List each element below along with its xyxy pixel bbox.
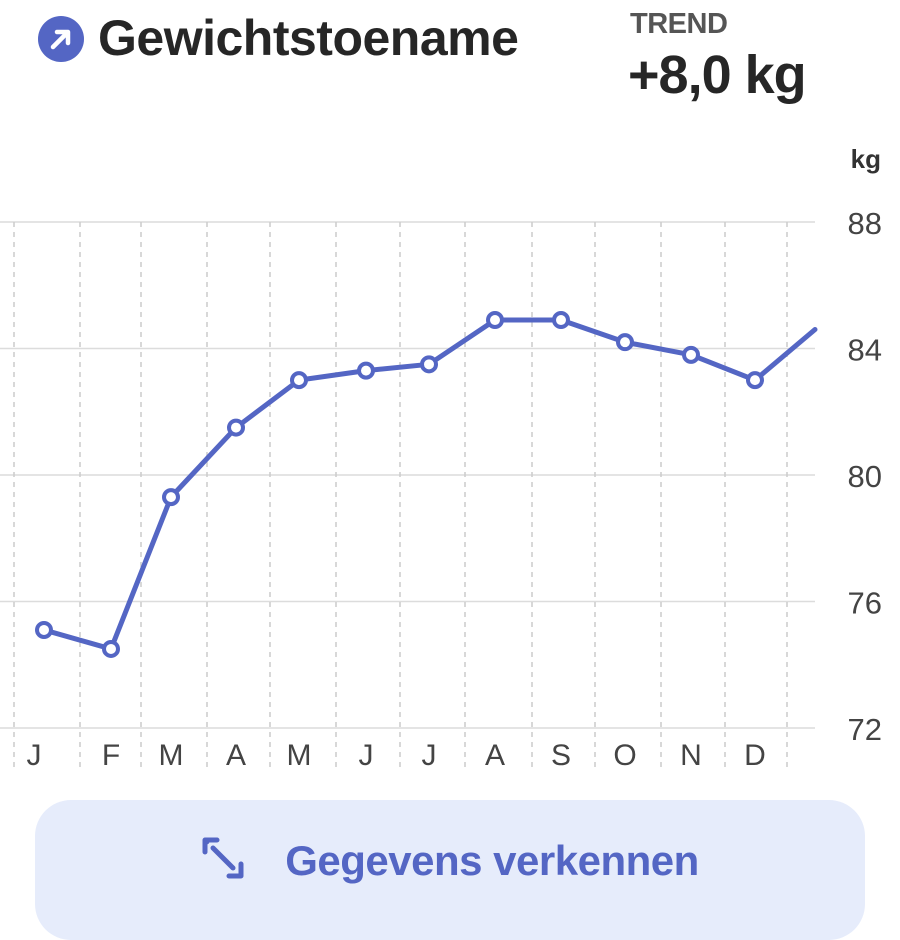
data-point	[746, 371, 764, 390]
x-tick-label: N	[680, 739, 702, 772]
trend-value: +8,0 kg	[628, 45, 807, 105]
x-tick-label: M	[287, 739, 312, 772]
x-tick-label: O	[613, 739, 636, 772]
trend-label: TREND	[630, 8, 728, 40]
x-tick-label: J	[359, 739, 374, 772]
x-tick-label: M	[159, 739, 184, 772]
x-tick-label: F	[102, 739, 120, 772]
x-tick-label: D	[744, 739, 766, 772]
data-point	[552, 311, 570, 330]
data-point	[227, 418, 245, 437]
data-point	[682, 345, 700, 364]
y-tick-label: 76	[848, 586, 882, 621]
data-point	[616, 333, 634, 352]
y-tick-label: 80	[848, 459, 882, 494]
data-point	[162, 488, 180, 507]
x-tick-label: J	[27, 739, 42, 772]
y-tick-label: 84	[848, 333, 882, 368]
data-point	[357, 361, 375, 380]
explore-data-button[interactable]: Gegevens verkennen	[35, 800, 865, 940]
data-point	[35, 620, 53, 639]
x-tick-label: A	[226, 739, 246, 772]
data-point	[102, 639, 120, 658]
x-tick-label: S	[551, 739, 571, 772]
expand-arrows-icon	[201, 836, 245, 885]
y-tick-label: 72	[848, 712, 882, 747]
x-tick-label: J	[422, 739, 437, 772]
trend-up-icon	[38, 16, 84, 62]
data-point	[486, 311, 504, 330]
x-tick-label: A	[485, 739, 505, 772]
data-point	[420, 355, 438, 374]
explore-data-label: Gegevens verkennen	[285, 836, 699, 884]
weight-line-chart: kg 88 84 80 76 72 J F M A M J J A S O N D	[0, 144, 882, 772]
page-title: Gewichtstoename	[98, 10, 519, 66]
y-axis-unit-label: kg	[851, 144, 881, 174]
y-tick-label: 88	[848, 206, 882, 241]
data-point	[290, 371, 308, 390]
